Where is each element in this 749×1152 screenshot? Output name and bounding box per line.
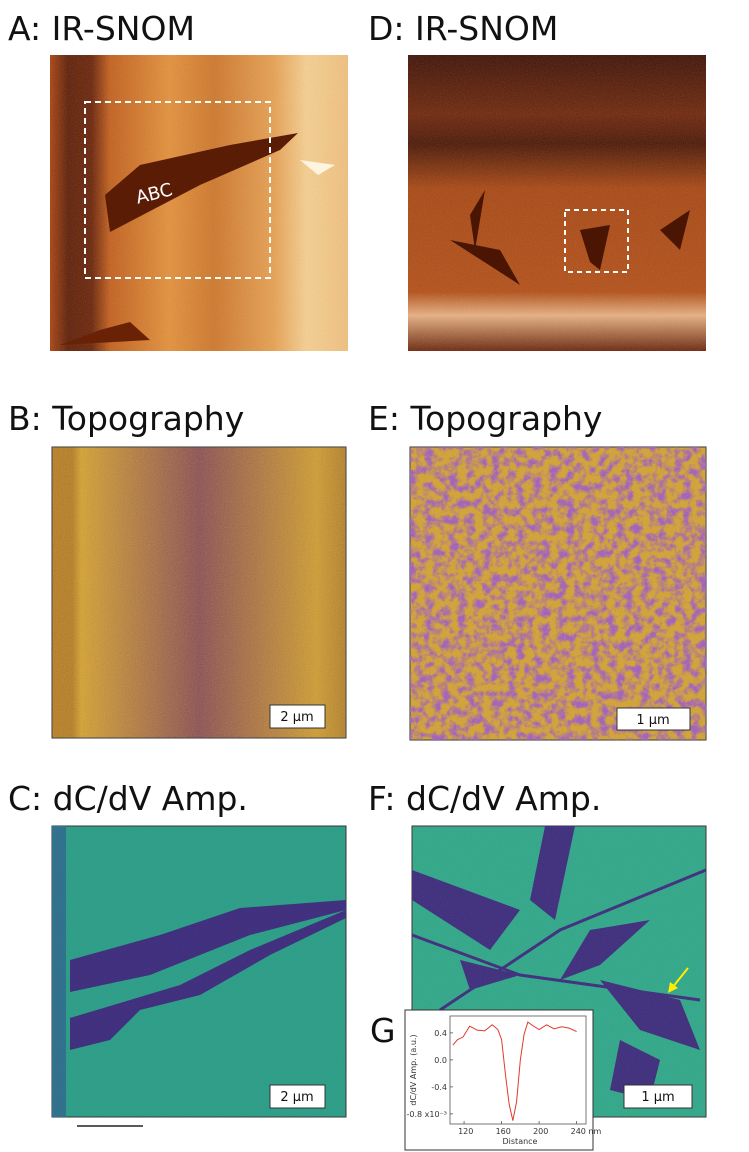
panel-label: E: Topography (368, 399, 602, 438)
image-b: 2 µm (51, 446, 347, 739)
panel-label: C: dC/dV Amp. (8, 779, 248, 818)
scale-bar-label: 2 µm (280, 710, 313, 725)
scale-bar-label: 1 µm (641, 1090, 674, 1105)
x-axis-label: Distance (503, 1137, 538, 1146)
panel-label: F: dC/dV Amp. (368, 779, 601, 818)
y-tick-label: -0.4 (431, 1083, 447, 1092)
panel-label: A: IR-SNOM (8, 9, 195, 48)
panel-label: D: IR-SNOM (368, 9, 558, 48)
panel-label: B: Topography (8, 399, 244, 438)
panel-label: G (370, 1011, 396, 1050)
y-tick-label: -0.8 x10⁻³ (407, 1110, 448, 1119)
image-c: 2 µm (51, 825, 347, 1127)
x-tick-label: 240 nm (571, 1127, 602, 1136)
image-a: ABC (50, 55, 348, 351)
y-tick-label: 0.0 (434, 1056, 447, 1065)
scale-bar-label: 2 µm (280, 1090, 313, 1105)
x-tick-label: 200 (533, 1127, 548, 1136)
y-axis-label: dC/dV Amp. (a.u.) (409, 1034, 418, 1105)
scale-bar-label: 1 µm (636, 713, 669, 728)
x-tick-label: 160 (496, 1127, 511, 1136)
plot-frame (449, 1015, 587, 1125)
image-d (408, 55, 706, 351)
data-line (452, 1021, 577, 1121)
y-tick-label: 0.4 (434, 1029, 447, 1038)
image-e: 1 µm (409, 446, 707, 741)
x-tick-label: 120 (458, 1127, 473, 1136)
